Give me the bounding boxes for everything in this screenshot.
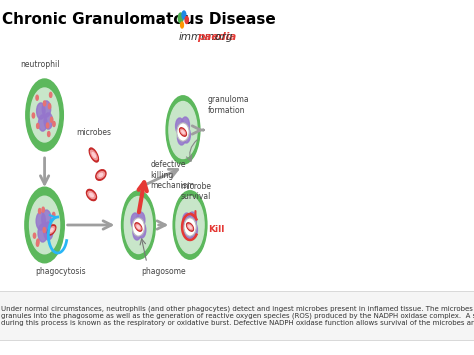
Circle shape <box>182 11 186 19</box>
Circle shape <box>46 123 49 128</box>
Circle shape <box>53 212 55 217</box>
Ellipse shape <box>97 172 105 178</box>
Ellipse shape <box>182 127 191 143</box>
Text: neutrophil: neutrophil <box>20 60 60 69</box>
Text: Chronic Granulomatous Disease: Chronic Granulomatous Disease <box>2 12 276 27</box>
Ellipse shape <box>137 222 146 238</box>
Circle shape <box>181 22 183 28</box>
Circle shape <box>42 207 45 212</box>
Ellipse shape <box>176 197 204 253</box>
Ellipse shape <box>90 193 93 197</box>
Circle shape <box>38 208 41 213</box>
Ellipse shape <box>29 196 60 254</box>
Ellipse shape <box>92 153 95 157</box>
Ellipse shape <box>38 115 47 131</box>
Ellipse shape <box>42 101 51 117</box>
Ellipse shape <box>189 222 198 238</box>
Circle shape <box>53 121 55 126</box>
Circle shape <box>47 132 50 137</box>
Circle shape <box>50 223 52 228</box>
Ellipse shape <box>121 191 155 259</box>
Text: immuno: immuno <box>178 32 221 42</box>
Ellipse shape <box>131 213 139 229</box>
Ellipse shape <box>177 123 189 141</box>
Ellipse shape <box>89 148 99 162</box>
Ellipse shape <box>137 212 145 228</box>
Circle shape <box>48 104 51 109</box>
Ellipse shape <box>182 213 191 229</box>
Ellipse shape <box>86 190 97 201</box>
Circle shape <box>49 92 52 97</box>
Circle shape <box>50 117 53 122</box>
Ellipse shape <box>124 197 153 253</box>
Circle shape <box>185 16 188 23</box>
Ellipse shape <box>49 226 55 233</box>
Ellipse shape <box>88 191 95 198</box>
Ellipse shape <box>181 129 185 135</box>
Ellipse shape <box>36 103 45 119</box>
Circle shape <box>178 13 183 23</box>
Ellipse shape <box>137 226 140 228</box>
Ellipse shape <box>180 128 186 136</box>
Circle shape <box>43 228 46 233</box>
Circle shape <box>33 233 36 238</box>
Ellipse shape <box>50 228 53 232</box>
Ellipse shape <box>187 223 193 231</box>
Ellipse shape <box>44 222 53 240</box>
Ellipse shape <box>47 225 56 235</box>
Text: .org: .org <box>212 32 233 42</box>
Ellipse shape <box>182 131 184 133</box>
Ellipse shape <box>166 96 200 164</box>
Ellipse shape <box>173 191 207 259</box>
Ellipse shape <box>91 150 97 160</box>
Text: phagocytosis: phagocytosis <box>36 267 86 276</box>
Ellipse shape <box>42 210 51 228</box>
Ellipse shape <box>188 224 192 230</box>
Text: microbe
survival: microbe survival <box>181 182 211 201</box>
Ellipse shape <box>30 88 59 142</box>
Circle shape <box>43 101 46 106</box>
Ellipse shape <box>189 226 191 228</box>
Ellipse shape <box>136 224 141 230</box>
Ellipse shape <box>169 102 197 158</box>
Text: paedia: paedia <box>197 32 237 42</box>
Ellipse shape <box>132 218 145 236</box>
Text: Kill: Kill <box>208 225 224 235</box>
Ellipse shape <box>26 79 64 151</box>
Ellipse shape <box>184 218 196 236</box>
Ellipse shape <box>36 212 46 230</box>
Ellipse shape <box>99 173 103 177</box>
Ellipse shape <box>188 212 197 228</box>
Text: Under normal circumstances, neutrophils (and other phagocytes) detect and ingest: Under normal circumstances, neutrophils … <box>1 305 474 326</box>
Circle shape <box>36 95 38 100</box>
Ellipse shape <box>25 187 64 263</box>
Text: phagosome: phagosome <box>141 267 185 276</box>
Circle shape <box>36 239 39 244</box>
Text: defective
killing
mechanism: defective killing mechanism <box>150 160 194 190</box>
Ellipse shape <box>133 224 141 240</box>
Ellipse shape <box>44 113 53 129</box>
Ellipse shape <box>135 223 142 231</box>
Ellipse shape <box>175 118 184 134</box>
Ellipse shape <box>184 224 193 240</box>
Text: granuloma
formation: granuloma formation <box>208 95 249 115</box>
Circle shape <box>36 241 39 246</box>
Ellipse shape <box>181 117 190 133</box>
Text: microbes: microbes <box>76 128 111 137</box>
Ellipse shape <box>96 170 106 180</box>
Ellipse shape <box>38 224 47 242</box>
Circle shape <box>32 113 35 118</box>
Circle shape <box>36 124 39 129</box>
Ellipse shape <box>177 129 186 145</box>
